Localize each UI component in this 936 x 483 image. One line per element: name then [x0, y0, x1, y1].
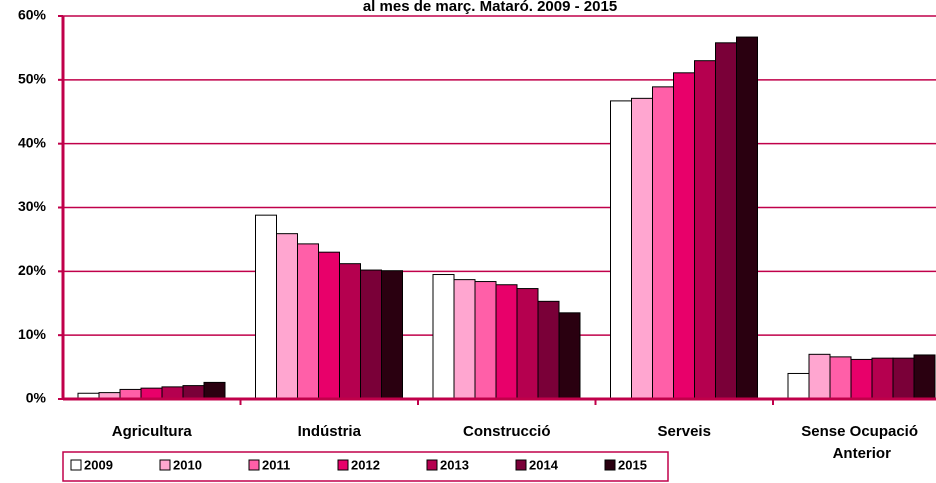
y-tick-label: 50% [18, 71, 47, 87]
bar [631, 97, 653, 400]
x-tick-label: Sense Ocupació Anterior [801, 423, 922, 462]
legend-swatch [70, 459, 82, 471]
y-tick-label: 20% [18, 262, 47, 278]
bar [787, 372, 810, 400]
y-tick-label: 40% [18, 134, 47, 150]
bar [871, 357, 894, 400]
legend-swatch [515, 459, 527, 471]
y-tick-label: 0% [26, 390, 47, 406]
bar [339, 263, 361, 400]
bar [715, 42, 737, 400]
legend-swatch [337, 459, 349, 471]
bar [360, 269, 382, 400]
bar [694, 60, 716, 400]
x-tick-label-line: Sense Ocupació [801, 423, 922, 440]
legend-label: 2015 [618, 457, 647, 472]
bar [255, 214, 277, 400]
bar [673, 72, 695, 400]
chart-title: al mes de març. Mataró. 2009 - 2015 [363, 0, 617, 15]
bar [381, 270, 403, 400]
legend-swatch [248, 459, 260, 471]
bar [495, 284, 518, 400]
bar [892, 357, 915, 400]
bar [808, 353, 831, 400]
legend-label: 2014 [529, 457, 559, 472]
bar [203, 381, 226, 400]
legend-swatch [426, 459, 438, 471]
bar [432, 274, 455, 400]
bar [913, 354, 936, 400]
bar [736, 36, 758, 400]
bar [610, 100, 632, 400]
y-tick-label: 10% [18, 326, 47, 342]
x-tick-label-line: Anterior [833, 445, 892, 462]
bar [318, 251, 340, 400]
bar [537, 300, 560, 400]
x-tick-label: Serveis [658, 423, 711, 440]
bar [297, 243, 319, 400]
bar [140, 387, 163, 400]
legend-label: 2011 [262, 457, 290, 472]
x-tick-label: Agricultura [112, 423, 193, 440]
bar [453, 279, 476, 400]
legend-swatch [159, 459, 171, 471]
bar [558, 312, 581, 400]
legend-label: 2012 [351, 457, 380, 472]
bar [182, 385, 205, 400]
x-tick-label: Indústria [298, 423, 362, 440]
bar [161, 386, 184, 400]
legend-swatch [604, 459, 616, 471]
bar [652, 86, 674, 400]
legend-label: 2010 [173, 457, 202, 472]
bar [850, 358, 873, 400]
legend-label: 2013 [440, 457, 469, 472]
y-tick-label: 60% [18, 7, 47, 23]
legend-label: 2009 [84, 457, 113, 472]
bar [276, 233, 298, 400]
y-tick-label: 30% [18, 198, 47, 214]
bar [516, 288, 539, 400]
bar [474, 281, 497, 400]
bar [829, 356, 852, 400]
x-tick-label: Construcció [463, 423, 551, 440]
